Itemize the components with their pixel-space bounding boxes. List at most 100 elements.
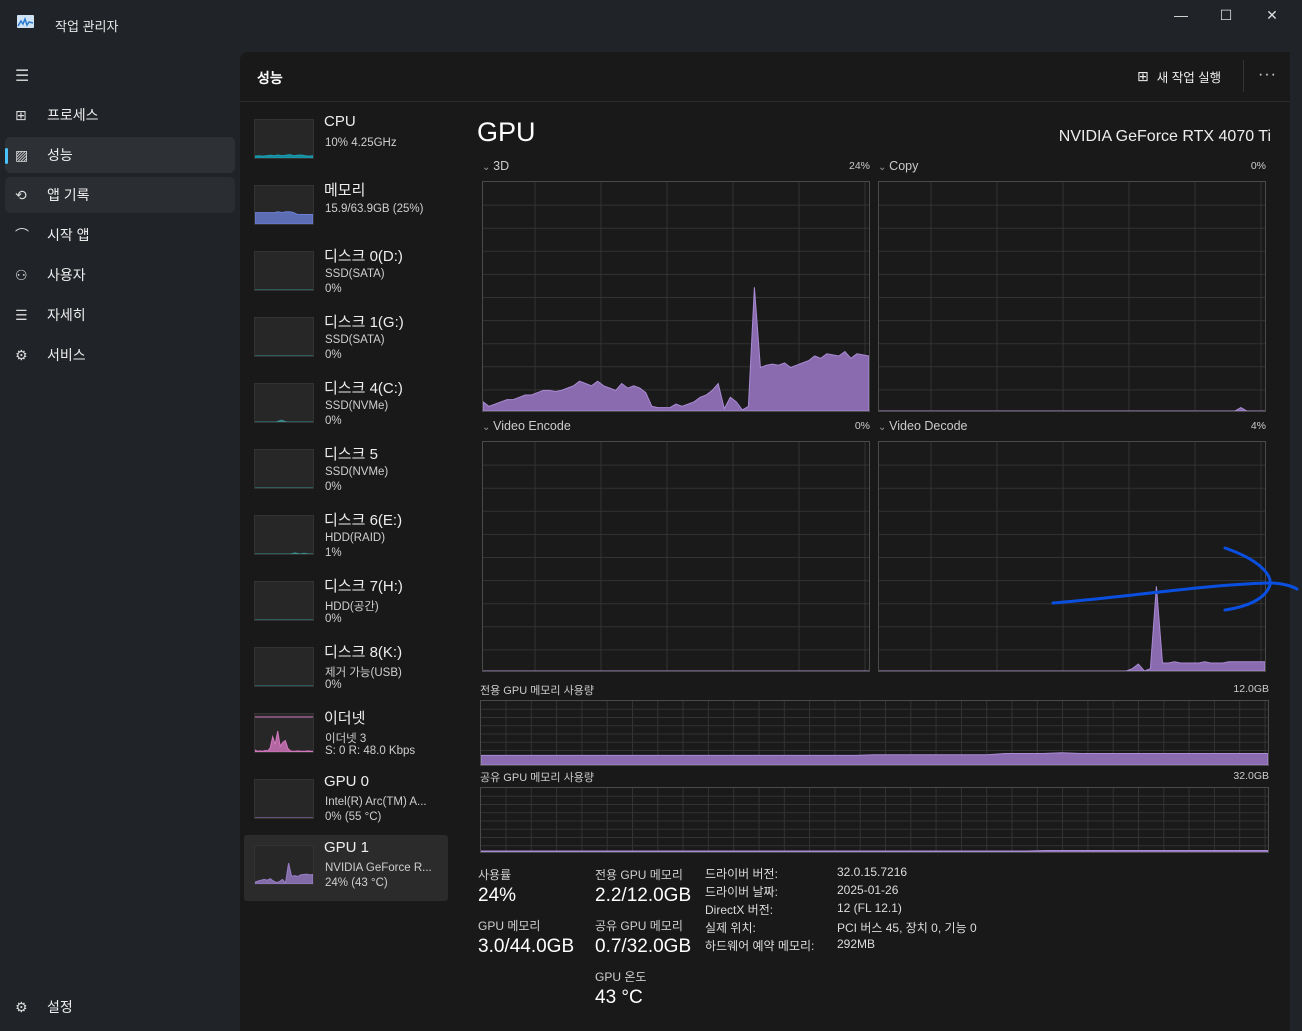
info-value: 12 (FL 12.1)	[837, 901, 902, 915]
app-history-icon: ⟲	[15, 186, 27, 203]
device-name: 디스크 0(D:)	[324, 248, 403, 265]
dedicated-memory-stat-value: 2.2/12.0GB	[595, 885, 692, 906]
device-thumbnail-graph	[254, 119, 314, 159]
sidebar-item-performance[interactable]: ▨ 성능	[5, 137, 235, 173]
usage-area	[255, 552, 313, 554]
device-usage: 0% (55 °C)	[325, 811, 382, 823]
device-item[interactable]: 디스크 7(H:) HDD(공간) 0%	[244, 571, 448, 637]
engine-value: 4%	[1250, 420, 1266, 432]
device-detail: HDD(RAID)	[325, 532, 386, 544]
usage-area	[483, 287, 869, 411]
device-thumbnail-graph	[254, 251, 314, 291]
device-item[interactable]: 디스크 5 SSD(NVMe) 0%	[244, 439, 448, 505]
device-item[interactable]: 디스크 0(D:) SSD(SATA) 0%	[244, 241, 448, 307]
new-task-label: 새 작업 실행	[1156, 71, 1222, 85]
shared-memory-graph	[480, 787, 1269, 853]
device-item[interactable]: 메모리 15.9/63.9GB (25%)	[244, 175, 448, 241]
device-detail: 이더넷 3	[325, 733, 367, 745]
device-thumbnail-graph	[254, 779, 314, 819]
sidebar-item-app-history[interactable]: ⟲ 앱 기록	[5, 177, 235, 213]
device-item[interactable]: CPU 10% 4.25GHz	[244, 109, 448, 175]
device-item[interactable]: GPU 1 NVIDIA GeForce R... 24% (43 °C)	[244, 835, 448, 901]
sidebar-item-startup[interactable]: ⌒ 시작 앱	[5, 217, 235, 253]
panel-header	[240, 52, 1290, 102]
gpu-temp-label: GPU 온도	[595, 970, 647, 984]
engine-label[interactable]: ⌄ Copy	[878, 159, 918, 173]
engine-label[interactable]: ⌄ Video Encode	[482, 419, 571, 433]
divider	[1243, 60, 1244, 92]
device-detail: SSD(SATA)	[325, 334, 385, 346]
device-usage: 0%	[325, 679, 342, 691]
performance-icon: ▨	[15, 146, 29, 163]
device-name: 이더넷	[324, 710, 366, 727]
device-name: GPU 0	[324, 773, 370, 790]
device-item[interactable]: 이더넷 이더넷 3 S: 0 R: 48.0 Kbps	[244, 703, 448, 769]
device-thumbnail-graph	[254, 515, 314, 555]
gpu-memory-label: GPU 메모리	[478, 919, 541, 933]
device-name: 디스크 7(H:)	[324, 578, 403, 595]
chevron-down-icon: ⌄	[482, 422, 494, 433]
window-title: 작업 관리자	[55, 19, 119, 34]
sidebar-item-label: 프로세스	[47, 107, 99, 123]
chevron-down-icon: ⌄	[482, 162, 494, 173]
usage-area	[255, 154, 313, 158]
device-thumbnail-graph	[254, 713, 314, 753]
maximize-button[interactable]: ☐	[1219, 7, 1233, 23]
new-task-button[interactable]: ⊞ 새 작업 실행	[1137, 67, 1221, 86]
device-thumbnail-graph	[254, 845, 314, 885]
device-name: 디스크 5	[324, 446, 378, 463]
more-options-button[interactable]: ···	[1258, 66, 1277, 83]
sidebar-item-processes[interactable]: ⊞ 프로세스	[5, 97, 235, 133]
device-item[interactable]: 디스크 4(C:) SSD(NVMe) 0%	[244, 373, 448, 439]
startup-icon: ⌒	[15, 227, 29, 243]
hamburger-menu-icon[interactable]: ☰	[15, 68, 30, 85]
device-item[interactable]: 디스크 8(K:) 제거 가능(USB) 0%	[244, 637, 448, 703]
engine-graph-video-decode	[878, 441, 1266, 672]
device-item[interactable]: 디스크 1(G:) SSD(SATA) 0%	[244, 307, 448, 373]
sidebar-item-users[interactable]: ⚇ 사용자	[5, 257, 235, 293]
device-detail: Intel(R) Arc(TM) A...	[325, 796, 427, 808]
info-value: PCI 버스 45, 장치 0, 기능 0	[837, 921, 977, 935]
shared-memory-max: 32.0GB	[1233, 770, 1269, 782]
usage-area	[255, 211, 313, 224]
device-thumbnail-graph	[254, 317, 314, 357]
usage-area	[481, 752, 1268, 765]
device-item[interactable]: GPU 0 Intel(R) Arc(TM) A... 0% (55 °C)	[244, 769, 448, 835]
device-item[interactable]: 디스크 6(E:) HDD(RAID) 1%	[244, 505, 448, 571]
usage-area	[255, 731, 313, 752]
engine-value: 0%	[1250, 160, 1266, 172]
device-thumbnail-graph	[254, 647, 314, 687]
device-usage: 0%	[325, 415, 342, 427]
task-manager-logo	[17, 15, 34, 28]
users-icon: ⚇	[15, 266, 28, 283]
utilization-value: 24%	[478, 885, 517, 906]
usage-area	[255, 862, 313, 884]
shared-memory-stat-value: 0.7/32.0GB	[595, 936, 692, 957]
new-task-icon: ⊞	[1137, 68, 1149, 84]
shared-memory-label: 공유 GPU 메모리 사용량	[480, 772, 594, 784]
device-detail: NVIDIA GeForce R...	[325, 862, 432, 874]
sidebar-item-settings[interactable]: ⚙ 설정	[5, 989, 235, 1025]
services-icon: ⚙	[15, 346, 28, 363]
usage-area	[879, 407, 1265, 411]
device-thumbnail-graph	[254, 581, 314, 621]
device-usage: 1%	[325, 547, 342, 559]
sidebar-item-details[interactable]: ☰ 자세히	[5, 297, 235, 333]
engine-label[interactable]: ⌄ 3D	[482, 159, 509, 173]
dedicated-memory-label: 전용 GPU 메모리 사용량	[480, 685, 594, 697]
minimize-button[interactable]: —	[1174, 7, 1188, 23]
device-name: 디스크 6(E:)	[324, 512, 403, 529]
page-title: 성능	[257, 70, 283, 86]
engine-name: Video Decode	[889, 419, 968, 433]
sidebar-item-services[interactable]: ⚙ 서비스	[5, 337, 235, 373]
engine-label[interactable]: ⌄ Video Decode	[878, 419, 967, 433]
close-button[interactable]: ✕	[1266, 7, 1278, 23]
info-value: 2025-01-26	[837, 883, 899, 897]
device-name: 메모리	[324, 182, 366, 199]
sidebar-item-label: 앱 기록	[47, 187, 90, 203]
info-key: 실제 위치:	[705, 921, 756, 935]
device-usage: 0%	[325, 349, 342, 361]
device-detail: 15.9/63.9GB (25%)	[325, 203, 424, 215]
device-usage: 24% (43 °C)	[325, 877, 388, 889]
selected-indicator	[5, 148, 8, 164]
